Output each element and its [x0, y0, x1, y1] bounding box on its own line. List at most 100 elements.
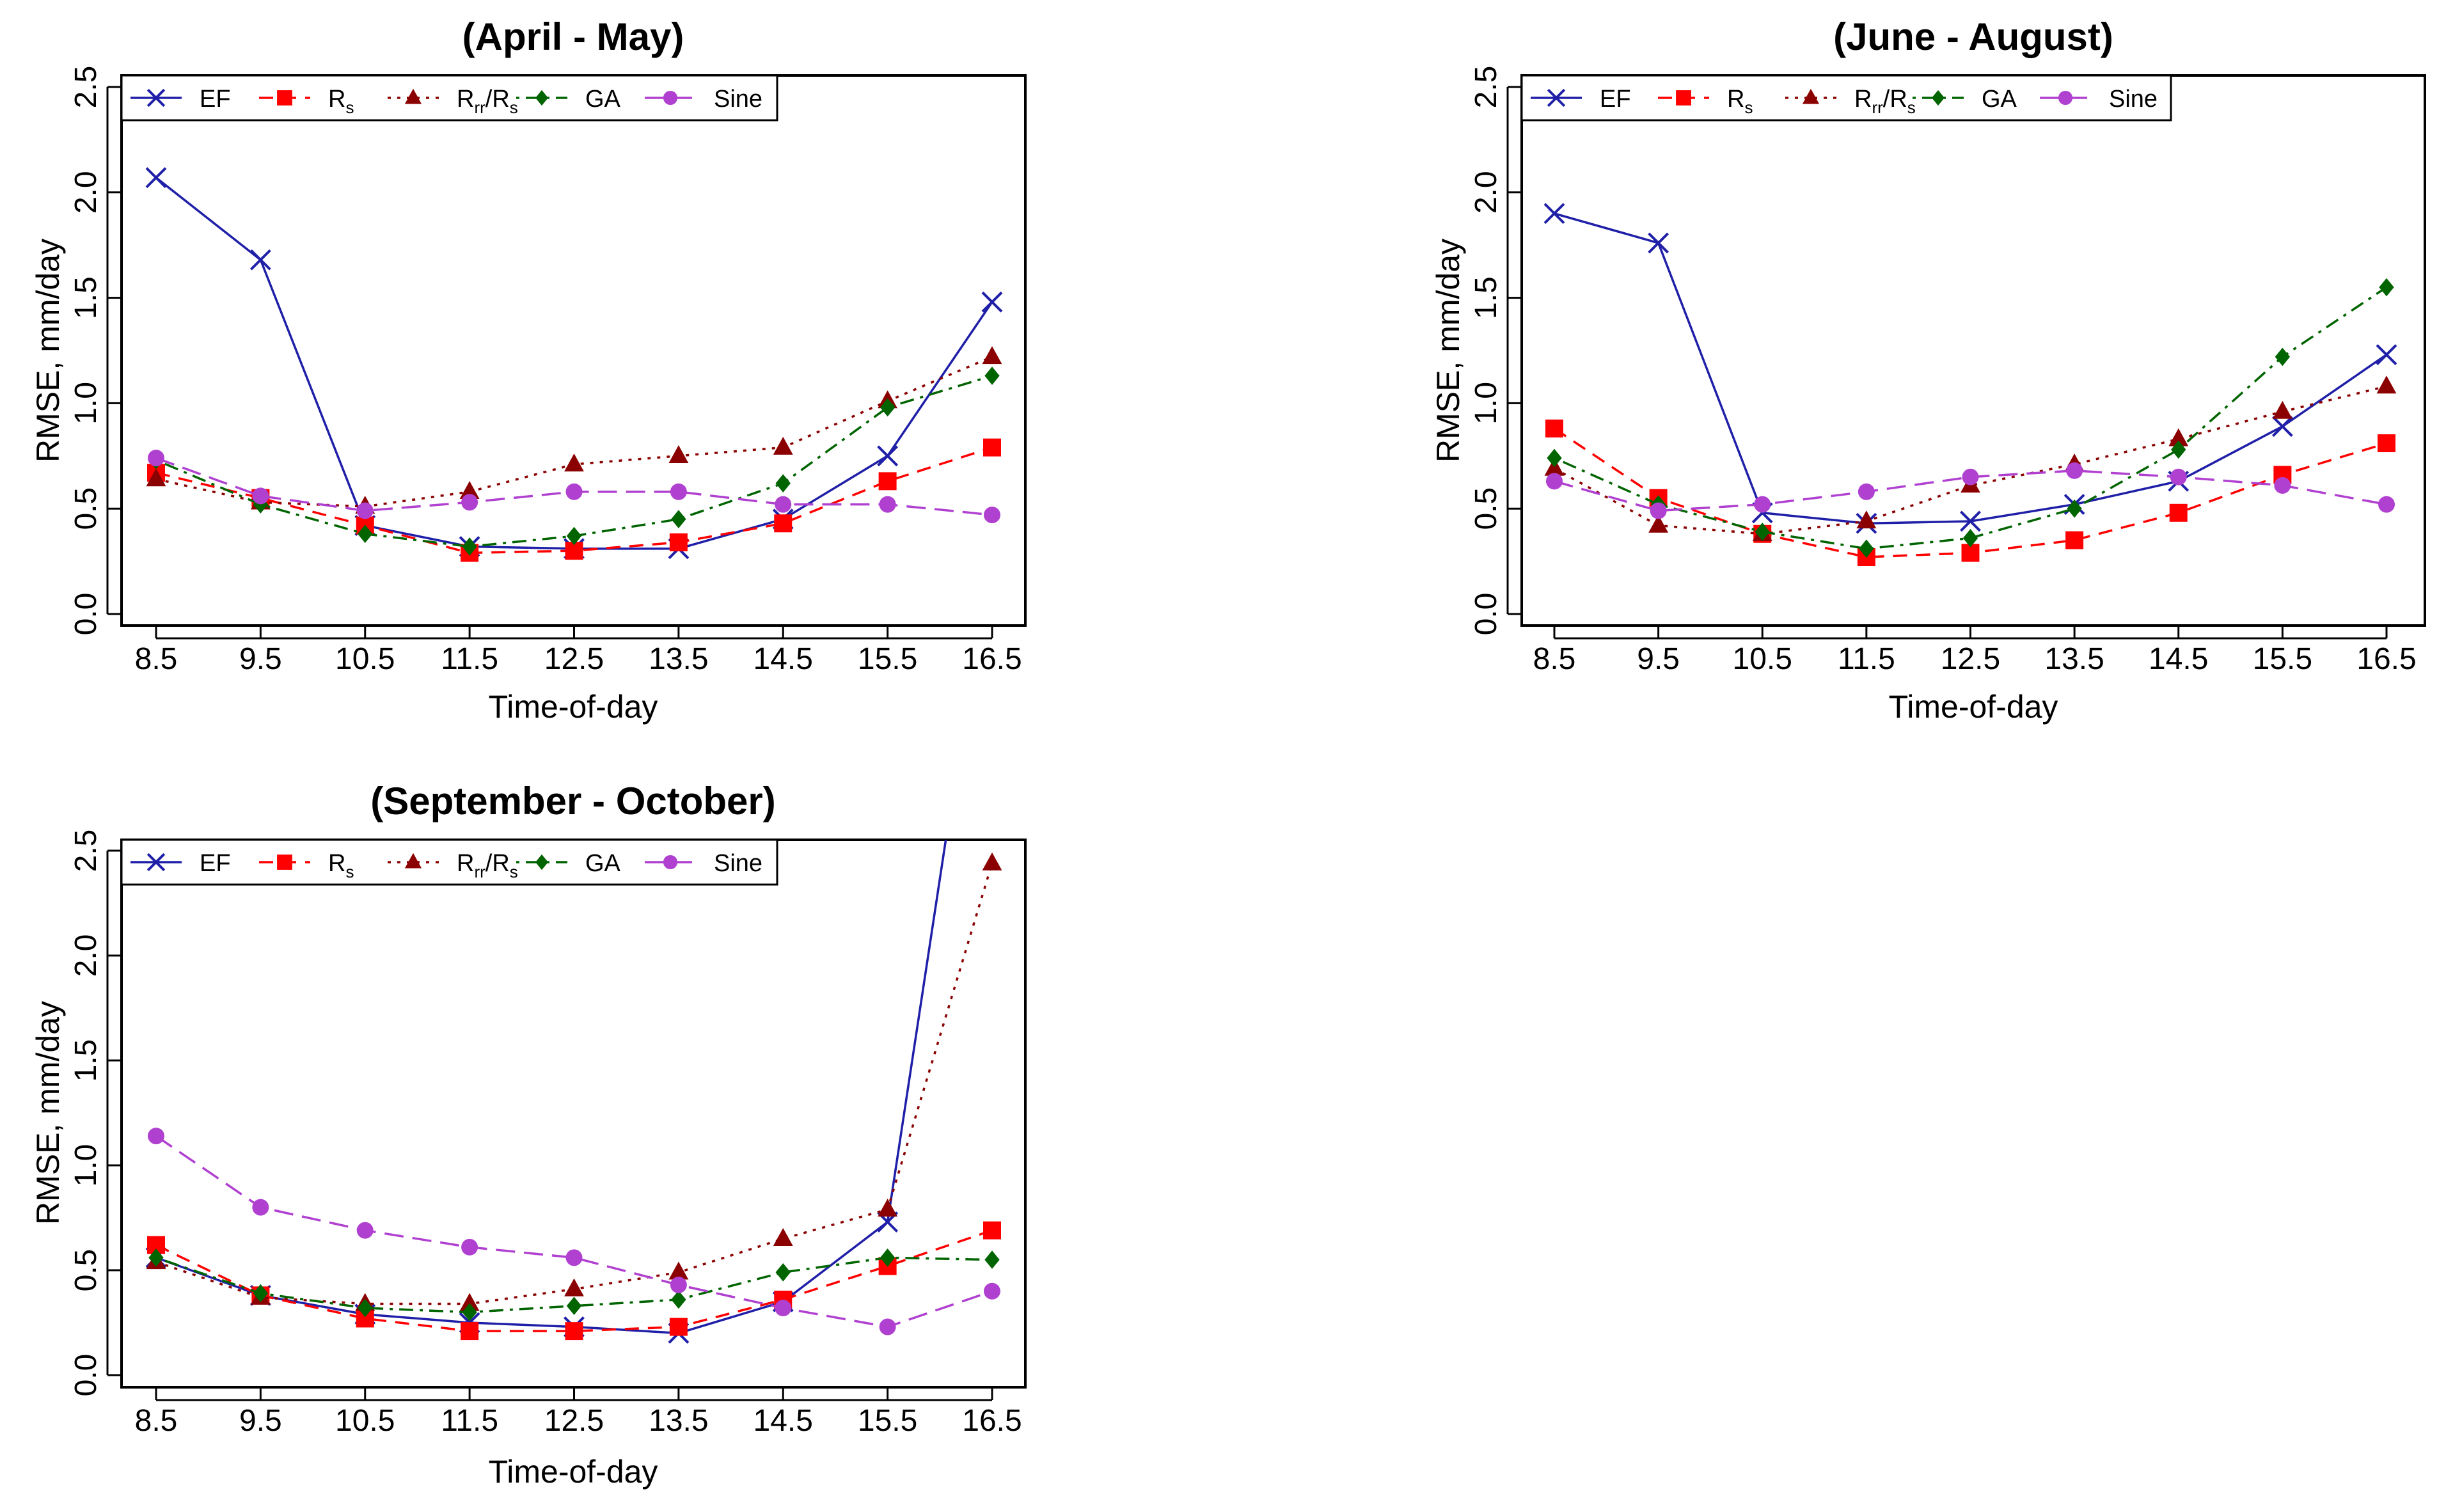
legend-label: Rrr/Rs [1854, 86, 1916, 117]
data-point [148, 450, 164, 467]
series-rs [147, 438, 1001, 562]
legend-item-sine: Sine [2040, 86, 2158, 113]
data-point [459, 1293, 480, 1311]
legend-item-rrr: Rrr/Rs [388, 850, 518, 881]
legend-label-sub: rr [1872, 98, 1883, 117]
legend-marker [277, 90, 292, 106]
data-point [1754, 496, 1771, 513]
chart-title: (June - August) [1833, 15, 2113, 58]
legend-label: EF [200, 850, 231, 877]
series-layer [1543, 203, 2397, 567]
data-point [2066, 462, 2083, 479]
legend-marker [1802, 88, 1820, 104]
x-tick-label: 11.5 [441, 1404, 498, 1438]
series-sine [148, 450, 1000, 524]
legend-label-sub: rr [474, 862, 485, 881]
legend: EF Rs Rrr/Rs GA Sine [120, 74, 778, 122]
data-point [671, 1290, 686, 1309]
data-point [462, 537, 477, 556]
data-point [669, 1318, 688, 1336]
x-tick-label: 15.5 [858, 642, 917, 676]
legend-marker [146, 853, 166, 872]
data-point [668, 445, 689, 463]
data-point [565, 1249, 583, 1266]
legend-label-main: R [457, 850, 474, 877]
legend: EF Rs Rrr/Rs GA Sine [1520, 74, 2172, 122]
x-tick-label: 12.5 [544, 642, 604, 676]
chart-title: (September - October) [370, 780, 775, 823]
y-tick-label: 1.5 [69, 276, 103, 319]
data-point [1960, 510, 1981, 532]
data-point [461, 494, 478, 511]
data-point [670, 483, 687, 500]
legend-marker [404, 88, 422, 104]
series-layer [145, 526, 1002, 1344]
legend-item-ef: EF [130, 850, 231, 877]
data-point [2067, 499, 2082, 518]
data-point [1962, 529, 1978, 547]
legend-item-ef: EF [1531, 86, 1631, 113]
data-point [671, 510, 686, 528]
x-tick-label: 12.5 [1941, 642, 2000, 676]
data-point [461, 1238, 478, 1256]
data-point [2170, 468, 2187, 485]
data-point [566, 1296, 582, 1316]
data-point [878, 1199, 898, 1217]
x-tick-label: 12.5 [544, 1404, 604, 1438]
data-point [1962, 468, 1979, 485]
x-tick-label: 8.5 [135, 1404, 178, 1438]
legend-marker [1676, 90, 1691, 106]
data-point [462, 1303, 477, 1321]
x-axis-label: Time-of-day [1889, 689, 2058, 725]
legend-label-main: R [1854, 86, 1872, 113]
data-point [2065, 531, 2084, 549]
legend: EF Rs Rrr/Rs GA Sine [120, 839, 778, 886]
data-point [773, 436, 793, 455]
data-point [1648, 232, 1669, 254]
legend-label: Rs [1727, 86, 1753, 117]
data-point [879, 1318, 896, 1335]
legend-label: GA [585, 850, 621, 877]
data-point [2271, 416, 2293, 437]
series-line [155, 1229, 993, 1332]
legend-label-main: EF [1600, 86, 1631, 113]
y-tick-label: 2.0 [69, 171, 103, 214]
data-point [2376, 375, 2397, 394]
y-tick-label: 0.0 [69, 593, 103, 636]
legend-label-tail: /R [485, 850, 510, 877]
legend-marker [663, 90, 678, 106]
data-point [2379, 278, 2394, 297]
data-point [775, 496, 792, 513]
data-point [2171, 440, 2186, 459]
data-point [983, 1221, 1001, 1240]
legend-marker [535, 854, 548, 870]
data-point [879, 496, 896, 513]
data-point [880, 398, 896, 417]
series-ga [1547, 278, 2394, 558]
y-tick-label: 1.0 [1469, 382, 1503, 425]
data-point [1859, 539, 1874, 558]
legend-label-main: GA [1982, 86, 2017, 113]
legend-label-main: GA [585, 850, 621, 877]
y-tick-label: 1.0 [69, 382, 103, 425]
legend-label: EF [1600, 86, 1631, 113]
legend-label: Sine [714, 850, 762, 877]
x-tick-label: 16.5 [962, 1404, 1022, 1438]
data-point [2275, 347, 2291, 366]
legend-label: Rrr/Rs [457, 86, 518, 117]
data-point [1547, 448, 1562, 468]
legend-label-main: GA [585, 86, 621, 113]
data-point [461, 1322, 479, 1341]
legend-label: GA [585, 86, 621, 113]
data-point [982, 526, 1002, 546]
data-point [878, 472, 897, 491]
legend-item-sine: Sine [645, 86, 762, 113]
data-point [2169, 503, 2188, 522]
series-line [1554, 385, 2387, 535]
y-axis: 0.0 0.5 1.0 1.5 2.0 2.5 [69, 830, 122, 1396]
legend-label-sub: s [345, 862, 354, 881]
legend-label: Rs [328, 850, 354, 881]
x-tick-label: 10.5 [1733, 642, 1792, 676]
legend-item-rs: Rs [259, 86, 354, 117]
